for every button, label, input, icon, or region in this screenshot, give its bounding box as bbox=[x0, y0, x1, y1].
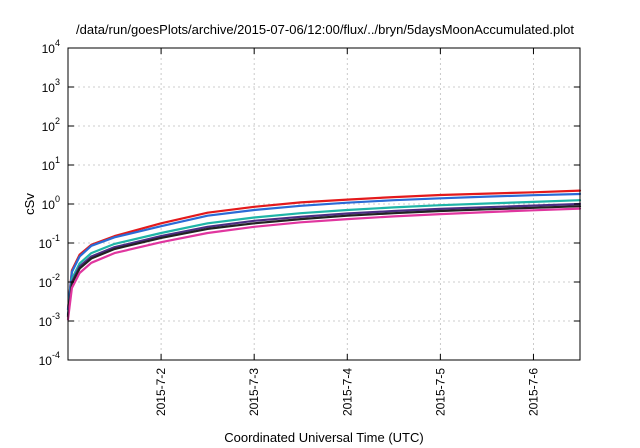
y-tick-base: 10 bbox=[39, 315, 53, 329]
x-axis-label: Coordinated Universal Time (UTC) bbox=[224, 430, 423, 445]
y-tick-label: 102 bbox=[42, 116, 60, 134]
y-tick-exponent: 4 bbox=[55, 38, 60, 48]
y-tick-label: 10-1 bbox=[39, 233, 60, 251]
x-tick-label: 2015-7-5 bbox=[433, 368, 447, 416]
y-tick-label: 104 bbox=[42, 38, 60, 56]
series-line-5 bbox=[66, 205, 582, 318]
y-tick-exponent: 1 bbox=[55, 155, 60, 165]
y-axis-label: cSv bbox=[22, 193, 37, 215]
y-tick-exponent: -4 bbox=[52, 350, 60, 360]
y-tick-base: 10 bbox=[42, 198, 56, 212]
y-tick-base: 10 bbox=[42, 159, 56, 173]
y-tick-base: 10 bbox=[39, 276, 53, 290]
y-tick-label: 10-4 bbox=[39, 350, 60, 368]
series-line-1 bbox=[66, 189, 582, 311]
x-axis: 2015-7-2 2015-7-3 2015-7-4 2015-7-5 2015-7-6 bbox=[154, 48, 540, 416]
y-tick-exponent: -1 bbox=[52, 233, 60, 243]
x-tick-label: 2015-7-6 bbox=[526, 368, 540, 416]
y-tick-label: 101 bbox=[42, 155, 60, 173]
y-tick-exponent: -2 bbox=[52, 272, 60, 282]
y-tick-base: 10 bbox=[42, 81, 56, 95]
x-tick-label: 2015-7-2 bbox=[154, 368, 168, 416]
y-tick-exponent: 2 bbox=[55, 116, 60, 126]
series-layer bbox=[66, 189, 582, 321]
series-line-2 bbox=[66, 192, 582, 311]
x-tick-label: 2015-7-4 bbox=[340, 368, 354, 416]
y-tick-label: 10-3 bbox=[39, 311, 60, 329]
y-tick-exponent: 0 bbox=[55, 194, 60, 204]
series-line-4 bbox=[66, 202, 582, 317]
y-tick-label: 10-2 bbox=[39, 272, 60, 290]
y-tick-base: 10 bbox=[42, 120, 56, 134]
series-line-6 bbox=[66, 207, 582, 321]
y-tick-base: 10 bbox=[39, 237, 53, 251]
y-tick-exponent: 3 bbox=[55, 77, 60, 87]
y-tick-base: 10 bbox=[39, 354, 53, 368]
y-tick-base: 10 bbox=[42, 42, 56, 56]
chart-title: /data/run/goesPlots/archive/2015-07-06/1… bbox=[76, 22, 574, 37]
series-line-3 bbox=[66, 199, 582, 316]
x-tick-label: 2015-7-3 bbox=[247, 368, 261, 416]
y-tick-label: 103 bbox=[42, 77, 60, 95]
y-tick-exponent: -3 bbox=[52, 311, 60, 321]
y-tick-label: 100 bbox=[42, 194, 60, 212]
